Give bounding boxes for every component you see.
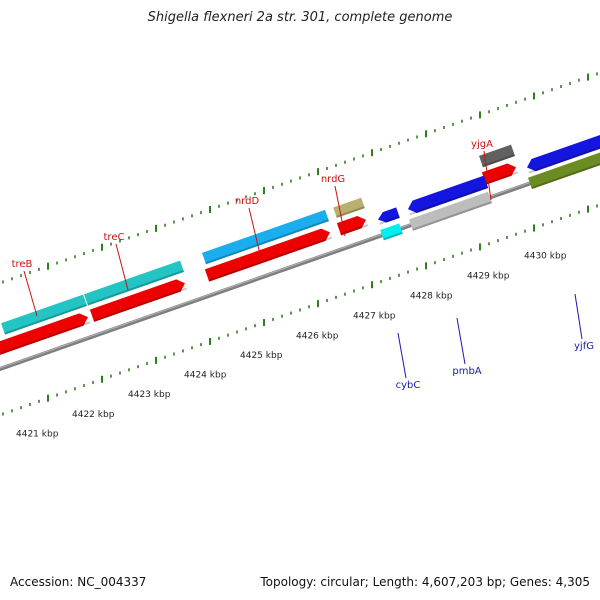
kbp-label: 4428 kbp xyxy=(410,291,453,301)
kbp-label: 4424 kbp xyxy=(184,371,227,381)
gene-bar-nrdG[interactable] xyxy=(333,197,365,218)
gene-bar-nrdD-shadow xyxy=(205,219,329,265)
cds-arrow-nrdD-shadow xyxy=(208,236,333,282)
gene-label-pmbA[interactable]: pmbA xyxy=(452,366,481,377)
cds-arrow-1[interactable] xyxy=(0,311,91,359)
genome-backbone xyxy=(0,156,600,372)
cds-arrow-pmbA[interactable] xyxy=(406,175,489,216)
gene-leader-line-yjfG xyxy=(574,293,583,340)
cds-arrow-pmbA-shape[interactable] xyxy=(406,175,489,216)
map-title: Shigella flexneri 2a str. 301, complete … xyxy=(147,10,453,25)
gene-label-nrdD[interactable]: nrdD xyxy=(235,196,260,207)
genome-summary-text: Topology: circular; Length: 4,607,203 bp… xyxy=(260,575,590,589)
gene-label-yjfG[interactable]: yjfG xyxy=(574,341,594,352)
gene-bar-nrdG-shape[interactable] xyxy=(333,197,365,218)
gene-bar-nrdG-shadow xyxy=(336,206,365,218)
cds-arrow-1-shape[interactable] xyxy=(0,311,90,359)
cds-arrow-nrdD[interactable] xyxy=(204,226,333,282)
accession-text: Accession: NC_004337 xyxy=(10,575,147,589)
gene-label-cybC[interactable]: cybC xyxy=(396,380,421,391)
gene-leader-line-treB xyxy=(23,270,38,317)
cds-arrow-nrdD-shape[interactable] xyxy=(204,226,332,282)
gene-bar-treB-shape[interactable] xyxy=(1,294,87,335)
gene-label-treB[interactable]: treB xyxy=(12,259,33,270)
gene-leader-line-yjgA xyxy=(483,150,492,201)
gene-bar-yjgA-shadow xyxy=(482,154,515,168)
kbp-label: 4422 kbp xyxy=(72,410,115,420)
gene-bar-yjgA-shape[interactable] xyxy=(479,144,515,168)
gene-leader-line-cybC xyxy=(397,332,407,379)
gene-bar-treB[interactable] xyxy=(1,294,87,335)
feature-group[interactable] xyxy=(0,131,600,376)
gene-bar-yjfG-shape[interactable] xyxy=(528,149,600,190)
gene-leader-line-nrdD xyxy=(248,207,261,255)
gene-label-nrdG[interactable]: nrdG xyxy=(321,174,345,185)
cds-arrow-treC[interactable] xyxy=(89,277,188,322)
cds-arrow-yjgA-shape[interactable] xyxy=(481,161,518,185)
cds-arrow-yjgA-shadow xyxy=(485,171,519,185)
kbp-label: 4421 kbp xyxy=(16,429,59,439)
gene-bar-cybC-shape[interactable] xyxy=(380,223,403,241)
cds-arrow-cybC-shadow xyxy=(379,215,400,225)
gene-label-yjgA[interactable]: yjgA xyxy=(471,139,493,150)
cds-arrow-treC-shape[interactable] xyxy=(89,277,187,322)
kbp-label: 4425 kbp xyxy=(240,351,283,361)
gene-bar-pmbA-shadow xyxy=(412,201,492,231)
gene-bar-treC-shape[interactable] xyxy=(84,260,184,306)
kbp-label: 4427 kbp xyxy=(353,311,396,321)
gene-bar-nrdD[interactable] xyxy=(202,209,329,265)
cds-arrow-cybC-shape[interactable] xyxy=(376,207,400,224)
kbp-label: 4429 kbp xyxy=(467,271,510,281)
label-group: 4421 kbp 4422 kbp 4423 kbp 4424 kbp 4425 kbp… xyxy=(12,139,594,439)
gene-leader-line-nrdG xyxy=(334,185,346,237)
gene-label-treC[interactable]: treC xyxy=(104,232,125,243)
cds-arrow-cybC[interactable] xyxy=(376,207,400,225)
cds-arrow-treC-shadow xyxy=(93,287,188,322)
kbp-tick-group xyxy=(2,72,598,416)
gene-bar-yjgA[interactable] xyxy=(479,144,515,168)
gene-bar-treC[interactable] xyxy=(84,260,184,306)
cds-arrow-yjfG[interactable] xyxy=(525,131,600,174)
cds-arrow-nrdG-shadow xyxy=(340,224,369,236)
gene-leader-line-pmbA xyxy=(456,317,466,365)
gene-bar-treC-shadow xyxy=(87,270,184,306)
gene-bar-yjfG-shadow xyxy=(531,158,600,190)
cds-arrow-yjfG-shadow xyxy=(528,141,600,174)
cds-arrow-pmbA-shadow xyxy=(409,186,489,216)
gene-bar-pmbA[interactable] xyxy=(409,191,492,231)
cds-arrow-yjfG-shape[interactable] xyxy=(525,131,600,174)
gene-bar-nrdD-shape[interactable] xyxy=(202,209,329,265)
genome-backbone-highlight xyxy=(0,157,600,369)
gene-leader-line-treC xyxy=(115,243,129,291)
gene-bar-cybC[interactable] xyxy=(380,223,403,241)
gene-bar-treB-shadow xyxy=(4,304,87,335)
gene-bar-yjfG[interactable] xyxy=(528,149,600,190)
kbp-label: 4430 kbp xyxy=(524,251,567,261)
gene-bar-cybC-shadow xyxy=(383,231,403,241)
cds-arrow-1-shadow xyxy=(0,321,91,359)
cds-arrow-yjgA[interactable] xyxy=(481,161,519,185)
kbp-label: 4426 kbp xyxy=(296,331,339,341)
kbp-label: 4423 kbp xyxy=(128,390,171,400)
gene-bar-pmbA-shape[interactable] xyxy=(409,191,492,231)
